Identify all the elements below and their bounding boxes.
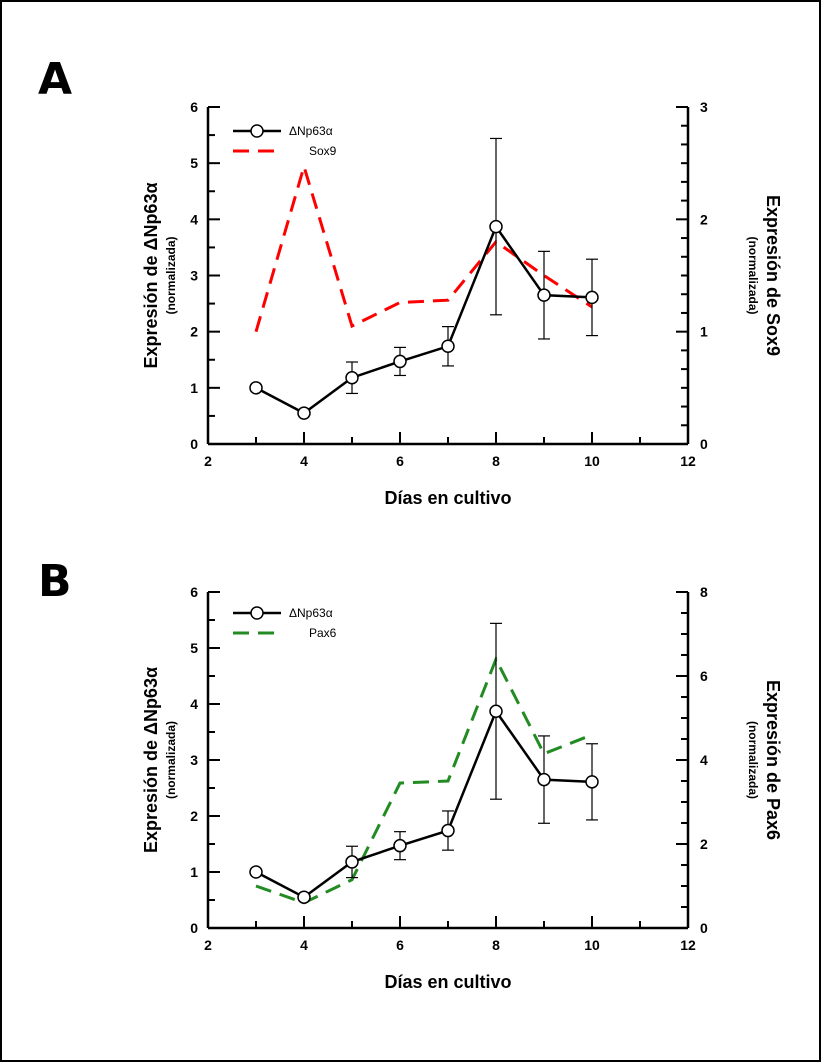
series-line-pax6 — [255, 655, 593, 905]
data-point-dnp63a — [585, 775, 599, 789]
right-y-tick-label: 2 — [700, 836, 708, 852]
left-y-tick-label: 3 — [190, 752, 198, 768]
x-tick-label: 4 — [300, 937, 308, 953]
right-y-tick-label: 0 — [700, 436, 708, 452]
left-y-tick-label: 0 — [190, 436, 198, 452]
data-point-dnp63a — [249, 381, 263, 395]
series-line-sox9 — [254, 161, 593, 333]
right-y-tick-label: 2 — [700, 211, 708, 227]
x-tick-label: 12 — [680, 937, 696, 953]
x-tick-label: 8 — [492, 453, 500, 469]
legend-marker-dnp63a — [250, 606, 264, 620]
left-y-tick-label: 6 — [190, 99, 198, 115]
left-y-tick-label: 6 — [190, 584, 198, 600]
right-axis-subtitle: (normalizada) — [746, 236, 760, 314]
data-point-dnp63a — [393, 838, 407, 853]
x-axis-title: Días en cultivo — [384, 972, 511, 992]
right-y-tick-label: 4 — [700, 752, 708, 768]
data-point-dnp63a — [489, 704, 503, 719]
left-y-tick-label: 2 — [190, 808, 198, 824]
data-point-dnp63a — [537, 288, 551, 302]
left-axis-subtitle: (normalizada) — [164, 236, 178, 314]
x-tick-label: 6 — [396, 453, 404, 469]
left-axis-subtitle: (normalizada) — [164, 721, 178, 799]
left-y-tick-label: 5 — [190, 640, 198, 656]
left-y-tick-label: 4 — [190, 211, 198, 227]
data-point-dnp63a — [345, 370, 359, 385]
left-y-tick-label: 3 — [190, 268, 198, 284]
data-point-dnp63a — [393, 354, 407, 369]
right-y-tick-label: 1 — [700, 324, 708, 340]
legend-marker-dnp63a — [250, 124, 264, 138]
right-y-tick-label: 3 — [700, 99, 708, 115]
data-point-dnp63a — [297, 890, 311, 904]
data-point-dnp63a — [441, 823, 455, 838]
left-y-tick-label: 1 — [190, 864, 198, 880]
x-tick-label: 4 — [300, 453, 308, 469]
x-tick-label: 2 — [204, 937, 212, 953]
series-line-dnp63a — [255, 708, 593, 899]
legend-label-dnp63a: ΔNp63α — [289, 606, 333, 620]
x-tick-label: 8 — [492, 937, 500, 953]
series-line-dnp63a — [255, 224, 593, 415]
data-point-dnp63a — [585, 290, 599, 305]
legend-label-dnp63a: ΔNp63α — [289, 124, 333, 138]
left-y-tick-label: 5 — [190, 155, 198, 171]
data-point-dnp63a — [489, 219, 503, 234]
x-tick-label: 6 — [396, 937, 404, 953]
x-tick-label: 12 — [680, 453, 696, 469]
legend-label-sox9: Sox9 — [309, 144, 337, 158]
right-axis-title: Expresión de Sox9 — [763, 195, 783, 356]
x-tick-label: 2 — [204, 453, 212, 469]
data-point-dnp63a — [537, 772, 551, 787]
left-axis-title: Expresión de ΔNp63α — [141, 667, 161, 853]
right-axis-title: Expresión de Pax6 — [763, 680, 783, 840]
data-point-dnp63a — [441, 339, 455, 354]
left-y-tick-label: 1 — [190, 380, 198, 396]
left-y-tick-label: 0 — [190, 920, 198, 936]
x-tick-label: 10 — [584, 937, 600, 953]
data-point-dnp63a — [345, 855, 359, 869]
legend-label-pax6: Pax6 — [309, 626, 337, 640]
left-axis-title: Expresión de ΔNp63α — [141, 182, 161, 368]
right-y-tick-label: 0 — [700, 920, 708, 936]
left-y-tick-label: 4 — [190, 696, 198, 712]
right-y-tick-label: 8 — [700, 584, 708, 600]
right-y-tick-label: 6 — [700, 668, 708, 684]
left-y-tick-label: 2 — [190, 324, 198, 340]
panel-letter-a: A — [38, 54, 73, 105]
data-point-dnp63a — [297, 406, 311, 420]
x-tick-label: 10 — [584, 453, 600, 469]
right-axis-subtitle: (normalizada) — [746, 721, 760, 799]
data-point-dnp63a — [249, 865, 263, 879]
x-axis-title: Días en cultivo — [384, 488, 511, 508]
panel-letter-b: B — [38, 556, 72, 607]
